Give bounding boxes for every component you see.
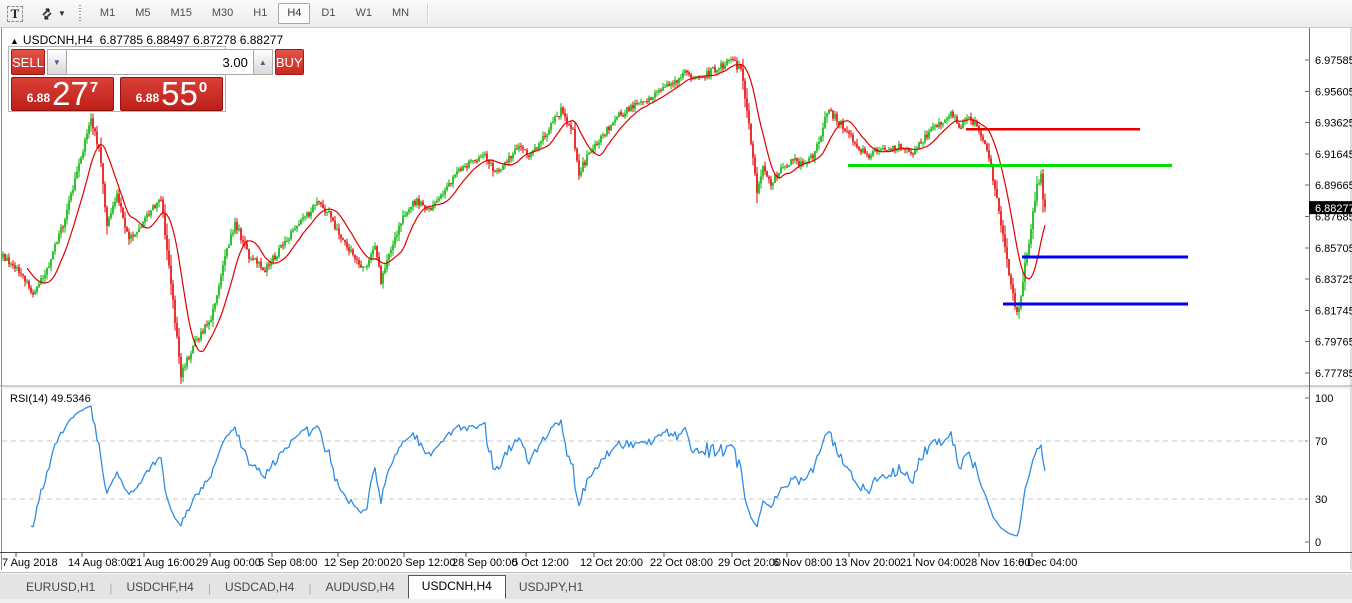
tab-separator: | bbox=[308, 581, 312, 595]
volume-increase-button[interactable]: ▲ bbox=[252, 50, 272, 74]
double-arrow-icon bbox=[42, 7, 52, 20]
price-axis-label: 6.93625 bbox=[1315, 118, 1352, 130]
current-price-value: 6.88277 bbox=[1315, 203, 1352, 215]
text-tool-icon: T bbox=[6, 5, 24, 22]
sell-button[interactable]: SELL bbox=[11, 49, 45, 75]
rsi-axis-label: 70 bbox=[1315, 436, 1327, 448]
volume-stepper: ▼ ▲ bbox=[46, 49, 273, 75]
time-axis-label: 5 Oct 12:00 bbox=[512, 557, 569, 569]
time-axis-label: 14 Aug 08:00 bbox=[68, 557, 133, 569]
top-toolbar: T ▼ M1 M5 M15 M30 H1 H4 D1 W1 MN bbox=[0, 0, 1352, 28]
candlestick-series bbox=[2, 56, 1046, 385]
timeframe-button-m15[interactable]: M15 bbox=[170, 7, 192, 19]
rsi-axis-label: 30 bbox=[1315, 494, 1327, 506]
sell-price-point: 7 bbox=[89, 79, 99, 96]
chart-tab-usdchf[interactable]: USDCHF,H4 bbox=[126, 580, 194, 594]
time-axis-label: 13 Nov 20:00 bbox=[835, 557, 900, 569]
time-axis-label: 12 Oct 20:00 bbox=[580, 557, 643, 569]
collapse-triangle-icon: ▲ bbox=[10, 36, 19, 46]
time-axis-label: 21 Nov 04:00 bbox=[900, 557, 965, 569]
arrange-charts-button[interactable]: ▼ bbox=[38, 2, 67, 25]
price-axis-label: 6.85705 bbox=[1315, 243, 1352, 255]
buy-button[interactable]: BUY bbox=[274, 49, 304, 75]
sell-price-base: 6.88 bbox=[26, 91, 51, 105]
time-axis-label: 6 Nov 08:00 bbox=[773, 557, 832, 569]
time-axis-label: 7 Aug 2018 bbox=[2, 557, 58, 569]
timeframe-button-m1[interactable]: M1 bbox=[99, 7, 116, 19]
volume-decrease-button[interactable]: ▼ bbox=[47, 50, 67, 74]
chart-ohlc-values: 6.87785 6.88497 6.87278 6.88277 bbox=[99, 33, 284, 47]
timeframe-button-mn[interactable]: MN bbox=[391, 7, 410, 19]
time-axis-label: 29 Oct 20:00 bbox=[718, 557, 781, 569]
toolbar-drag-grip[interactable] bbox=[77, 4, 82, 23]
chart-tab-audusd[interactable]: AUDUSD,H4 bbox=[325, 580, 395, 594]
time-axis-label: 20 Sep 12:00 bbox=[390, 557, 455, 569]
chart-tab-usdcad[interactable]: USDCAD,H4 bbox=[224, 580, 295, 594]
time-axis-label: 12 Sep 20:00 bbox=[324, 557, 389, 569]
tab-separator: | bbox=[207, 581, 211, 595]
timeframe-button-w1[interactable]: W1 bbox=[355, 7, 372, 19]
price-axis-label: 6.89665 bbox=[1315, 180, 1352, 192]
toolbar-separator bbox=[427, 3, 429, 24]
time-axis-label: 28 Nov 16:00 bbox=[965, 557, 1030, 569]
buy-price-display[interactable]: 6.88 55 0 bbox=[120, 77, 223, 111]
timeframe-button-d1[interactable]: D1 bbox=[321, 7, 336, 19]
rsi-indicator-label: RSI(14) 49.5346 bbox=[10, 393, 91, 405]
timeframe-button-m30[interactable]: M30 bbox=[211, 7, 234, 19]
timeframe-toolbar: M1 M5 M15 M30 H1 H4 D1 W1 MN bbox=[90, 0, 419, 27]
buy-price-point: 0 bbox=[198, 79, 208, 96]
price-axis-label: 6.81745 bbox=[1315, 305, 1352, 317]
time-axis-label: 6 Dec 04:00 bbox=[1018, 557, 1077, 569]
price-axis-label: 6.79765 bbox=[1315, 337, 1352, 349]
rsi-axis-label: 0 bbox=[1315, 537, 1321, 549]
volume-input[interactable] bbox=[66, 50, 253, 74]
price-axis-label: 6.83725 bbox=[1315, 274, 1352, 286]
time-axis-label: 22 Oct 08:00 bbox=[650, 557, 713, 569]
sell-price-pips: 27 bbox=[52, 75, 89, 112]
buy-price-base: 6.88 bbox=[135, 91, 160, 105]
buy-price-pips: 55 bbox=[161, 75, 198, 112]
rsi-axis-label: 100 bbox=[1315, 393, 1333, 405]
time-axis-label: 21 Aug 16:00 bbox=[130, 557, 195, 569]
timeframe-button-h1[interactable]: H1 bbox=[253, 7, 268, 19]
tab-separator: | bbox=[109, 581, 113, 595]
timeframe-button-m5[interactable]: M5 bbox=[135, 7, 151, 19]
chart-tab-bar: EURUSD,H1 | USDCHF,H4 | USDCAD,H4 | AUDUSD,H4 U… bbox=[0, 572, 1352, 599]
price-axis-label: 6.97585 bbox=[1315, 55, 1352, 67]
chart-tab-usdcnh[interactable]: USDCNH,H4 bbox=[407, 575, 506, 599]
chart-symbol-label: USDCNH,H4 bbox=[22, 33, 93, 47]
sell-price-display[interactable]: 6.88 27 7 bbox=[11, 77, 114, 111]
timeframe-button-h4[interactable]: H4 bbox=[278, 3, 311, 24]
price-axis-label: 6.95605 bbox=[1315, 86, 1352, 98]
one-click-trade-panel: SELL ▼ ▲ BUY 6.88 27 7 6.88 55 0 bbox=[8, 46, 304, 112]
price-axis-label: 6.91645 bbox=[1315, 149, 1352, 161]
chart-title: ▲ USDCNH,H4 6.87785 6.88497 6.87278 6.882… bbox=[10, 33, 283, 47]
time-axis-label: 29 Aug 00:00 bbox=[196, 557, 261, 569]
chart-tab-eurusd[interactable]: EURUSD,H1 bbox=[26, 580, 96, 594]
chart-tab-usdjpy[interactable]: USDJPY,H1 bbox=[518, 580, 584, 594]
text-tool-button[interactable]: T bbox=[3, 2, 27, 25]
time-axis-label: 28 Sep 00:00 bbox=[452, 557, 517, 569]
price-axis-label: 6.87685 bbox=[1315, 212, 1352, 224]
price-axis-label: 6.77785 bbox=[1315, 368, 1352, 380]
moving-average-line bbox=[26, 63, 1046, 353]
current-price-tag bbox=[1309, 201, 1352, 215]
rsi-line bbox=[30, 405, 1046, 537]
dropdown-caret-icon: ▼ bbox=[58, 9, 66, 18]
time-axis-label: 5 Sep 08:00 bbox=[258, 557, 317, 569]
